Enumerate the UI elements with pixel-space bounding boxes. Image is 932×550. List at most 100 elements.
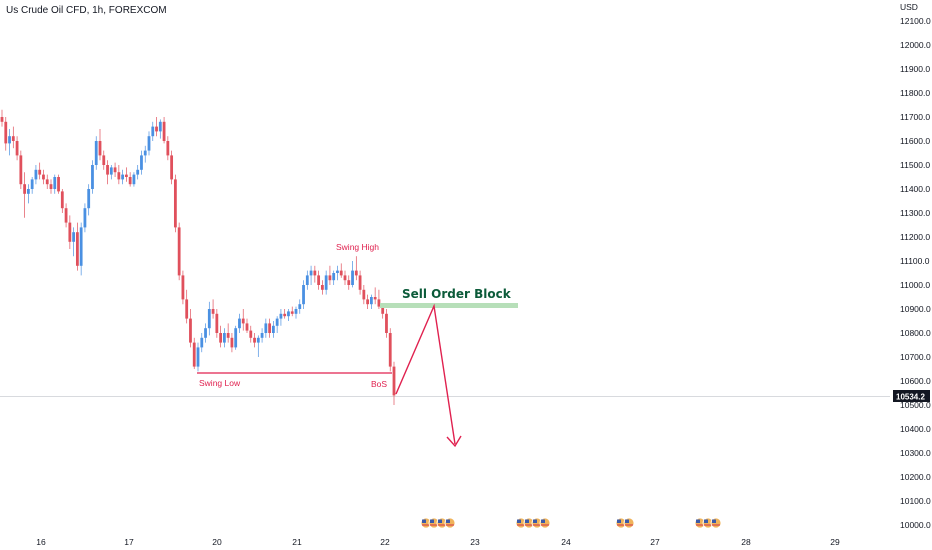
time-tick-label: 21 (292, 537, 302, 547)
candle-down (388, 333, 392, 367)
candle-up (369, 297, 373, 305)
candle-down (177, 227, 181, 276)
candle-down (317, 275, 321, 285)
bos-label: BoS (371, 379, 387, 389)
time-tick-label: 17 (124, 537, 134, 547)
us-flag-icon[interactable] (539, 517, 551, 529)
us-flag-icon[interactable] (710, 517, 722, 529)
price-tick-label: 11300.0 (900, 208, 930, 218)
time-tick-label: 29 (830, 537, 840, 547)
candle-down (23, 184, 27, 194)
candle-down (283, 313, 287, 317)
candle-down (249, 330, 253, 338)
candle-up (275, 318, 279, 326)
swing-low-label: Swing Low (199, 378, 241, 388)
sell-order-block-zone[interactable] (380, 303, 518, 308)
candle-down (128, 177, 132, 185)
candlestick-series (0, 109, 396, 405)
candle-down (11, 136, 15, 141)
time-axis[interactable]: 16 17 20 21 22 23 24 27 28 29 (36, 537, 840, 547)
candle-down (268, 323, 272, 333)
candle-up (271, 325, 275, 333)
economic-events-row[interactable] (420, 517, 722, 529)
candle-up (147, 136, 151, 151)
us-flag-icon[interactable] (531, 517, 543, 529)
candle-up (238, 318, 241, 329)
candle-up (234, 328, 238, 348)
candle-down (290, 311, 294, 314)
candle-down (166, 141, 170, 156)
candle-up (83, 208, 87, 228)
us-flag-icon[interactable] (702, 517, 714, 529)
time-tick-label: 23 (470, 537, 480, 547)
candle-up (294, 309, 298, 314)
candle-up (302, 285, 305, 305)
candle-down (381, 306, 385, 314)
candle-up (87, 189, 91, 209)
time-tick-label: 16 (36, 537, 46, 547)
currency-label: USD (900, 2, 918, 12)
candle-down (366, 299, 370, 305)
candle-down (211, 309, 215, 314)
candle-up (298, 304, 302, 309)
candle-up (34, 169, 38, 180)
candle-down (170, 155, 174, 180)
time-tick-label: 27 (650, 537, 660, 547)
current-price-tag (893, 390, 930, 402)
candle-down (392, 366, 396, 396)
candle-up (30, 179, 34, 189)
candle-down (4, 121, 8, 144)
candle-up (305, 275, 309, 285)
candle-up (204, 328, 207, 338)
candle-up (309, 270, 313, 276)
candle-down (192, 342, 196, 367)
candle-up (336, 270, 339, 273)
candle-up (53, 177, 57, 189)
us-flag-icon[interactable] (694, 517, 706, 529)
candle-down (68, 222, 72, 242)
time-tick-label: 22 (380, 537, 390, 547)
price-tick-label: 10500.0 (900, 400, 931, 410)
price-tick-label: 11700.0 (900, 112, 930, 122)
us-flag-icon[interactable] (444, 517, 456, 529)
candle-up (222, 333, 226, 343)
candle-down (173, 179, 177, 228)
candle-up (256, 337, 260, 343)
price-tick-label: 10400.0 (900, 424, 931, 434)
candle-down (245, 323, 249, 331)
time-tick-label: 24 (561, 537, 571, 547)
candle-down (219, 333, 223, 343)
price-tick-label: 10300.0 (900, 448, 931, 458)
candle-up (26, 189, 30, 194)
projection-path[interactable] (395, 303, 456, 445)
candle-down (358, 275, 362, 290)
candle-up (136, 169, 140, 175)
us-flag-icon[interactable] (623, 517, 635, 529)
price-tick-label: 10100.0 (900, 496, 931, 506)
candle-up (132, 174, 136, 185)
candle-down (320, 285, 324, 290)
candle-down (347, 280, 351, 285)
price-axis[interactable]: 12100.0 12000.0 11900.0 11800.0 11700.0 11600… (900, 16, 931, 530)
us-flag-icon[interactable] (615, 517, 627, 529)
us-flag-icon[interactable] (428, 517, 440, 529)
price-tick-label: 10900.0 (900, 304, 931, 314)
candle-up (91, 165, 94, 189)
candle-up (196, 347, 200, 367)
price-tick-label: 10800.0 (900, 328, 931, 338)
candle-down (42, 174, 45, 180)
candle-down (185, 299, 189, 319)
candle-down (373, 297, 377, 300)
candle-down (362, 289, 366, 300)
price-tick-label: 12000.0 (900, 40, 931, 50)
candle-down (343, 275, 347, 281)
candle-down (45, 179, 49, 185)
candle-up (72, 232, 76, 242)
candle-up (151, 126, 155, 137)
candle-down (241, 318, 245, 324)
time-tick-label: 20 (212, 537, 222, 547)
candle-down (106, 165, 109, 175)
candle-down (313, 270, 317, 276)
candle-down (60, 191, 64, 209)
